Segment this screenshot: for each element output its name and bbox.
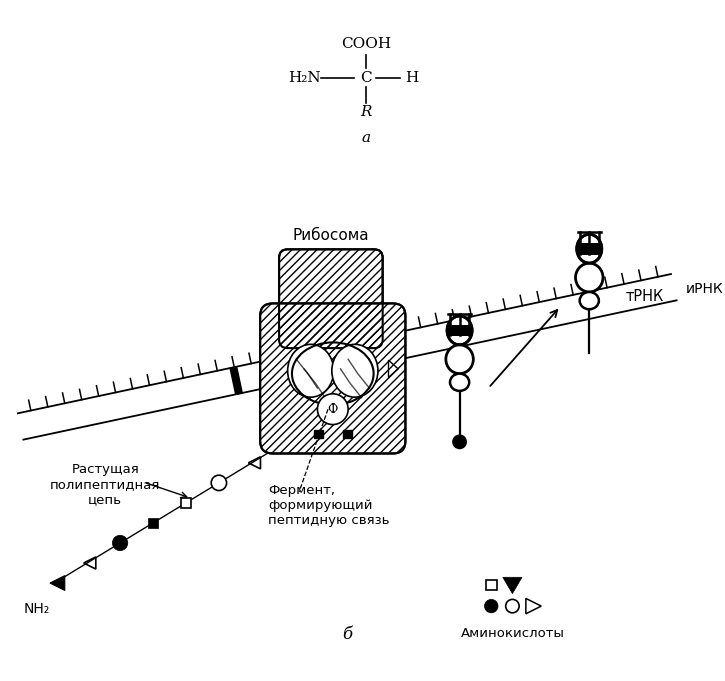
- Circle shape: [453, 435, 466, 449]
- Circle shape: [112, 535, 128, 551]
- Bar: [447, 325, 472, 336]
- Bar: [314, 430, 323, 439]
- Circle shape: [211, 475, 227, 490]
- Text: H: H: [405, 71, 418, 84]
- Bar: [148, 518, 158, 528]
- Text: Растущая
полипептидная
цепь: Растущая полипептидная цепь: [50, 463, 160, 506]
- Text: Рибосома: Рибосома: [293, 228, 369, 243]
- Bar: [486, 580, 497, 590]
- Circle shape: [506, 599, 519, 613]
- Bar: [577, 243, 602, 255]
- Ellipse shape: [577, 234, 602, 263]
- Ellipse shape: [450, 374, 469, 391]
- Ellipse shape: [332, 345, 378, 397]
- Polygon shape: [355, 340, 366, 368]
- Bar: [343, 430, 352, 439]
- Text: иРНК: иРНК: [685, 282, 723, 296]
- Ellipse shape: [447, 316, 472, 345]
- Polygon shape: [503, 577, 522, 594]
- Text: б: б: [342, 626, 352, 643]
- Polygon shape: [321, 347, 334, 375]
- Ellipse shape: [288, 345, 334, 397]
- Text: Аминокислоты: Аминокислоты: [460, 627, 564, 640]
- Polygon shape: [50, 575, 65, 590]
- Ellipse shape: [576, 263, 603, 292]
- Polygon shape: [18, 274, 676, 440]
- Text: C: C: [360, 71, 372, 84]
- Text: COOH: COOH: [341, 37, 392, 52]
- Text: Ф: Ф: [328, 402, 338, 415]
- Text: тРНК: тРНК: [626, 289, 664, 304]
- Circle shape: [484, 599, 498, 613]
- Polygon shape: [387, 333, 399, 361]
- Circle shape: [318, 394, 348, 424]
- Text: NH₂: NH₂: [24, 602, 50, 616]
- Text: Фермент,
формирующий
пептидную связь: Фермент, формирующий пептидную связь: [268, 484, 390, 527]
- Text: а: а: [362, 131, 371, 145]
- Ellipse shape: [446, 345, 473, 374]
- Polygon shape: [230, 366, 242, 394]
- FancyBboxPatch shape: [260, 304, 405, 454]
- Text: R: R: [360, 106, 372, 119]
- FancyBboxPatch shape: [279, 249, 383, 348]
- Ellipse shape: [580, 292, 599, 309]
- Bar: [181, 498, 191, 508]
- Text: H₂N: H₂N: [288, 71, 320, 84]
- Polygon shape: [276, 357, 288, 385]
